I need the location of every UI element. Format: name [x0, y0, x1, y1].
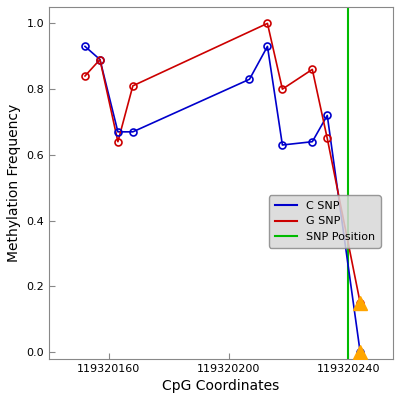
Legend: C SNP, G SNP, SNP Position: C SNP, G SNP, SNP Position	[269, 195, 381, 248]
Y-axis label: Methylation Frequency: Methylation Frequency	[7, 104, 21, 262]
X-axis label: CpG Coordinates: CpG Coordinates	[162, 379, 280, 393]
